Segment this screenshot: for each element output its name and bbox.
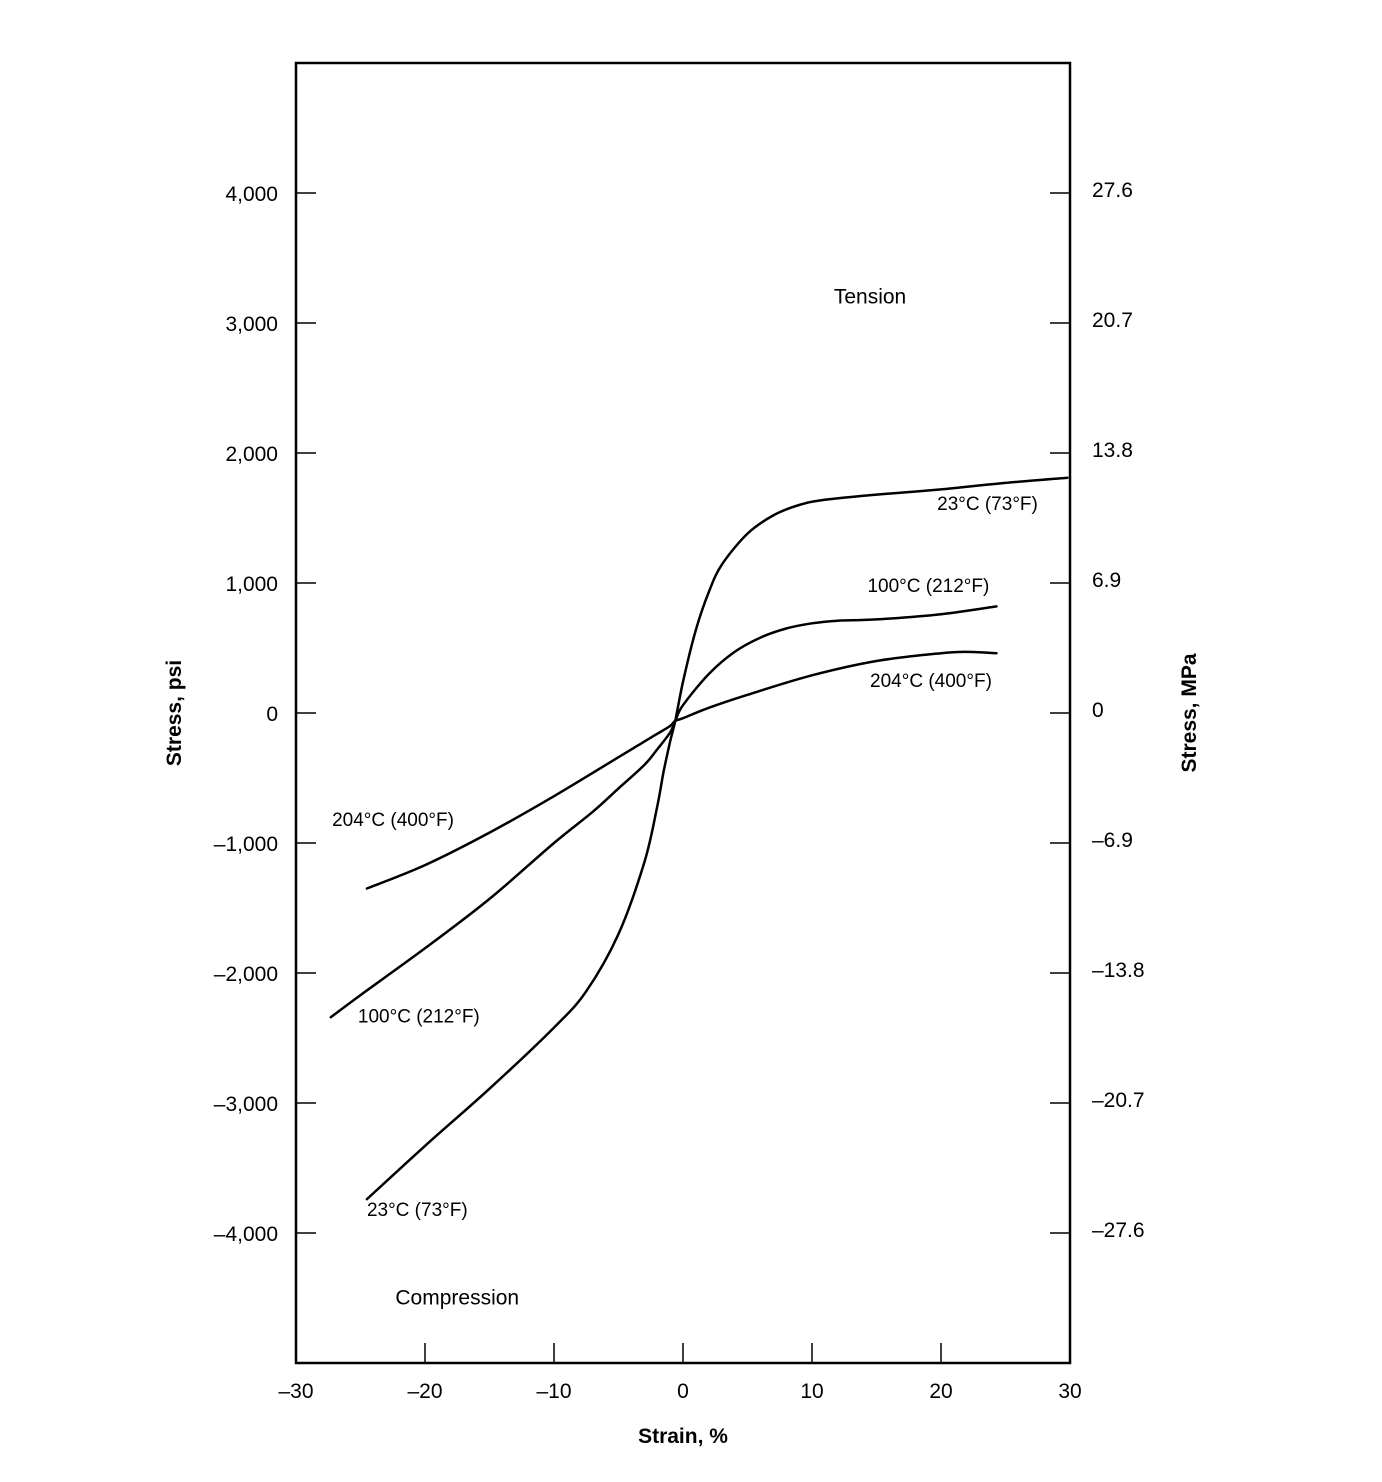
y-axis-title-right: Stress, MPa: [1178, 653, 1201, 772]
y-tick-label-right: 13.8: [1092, 439, 1133, 462]
series-label: 204°C (400°F): [870, 671, 992, 692]
series-label: 204°C (400°F): [332, 810, 454, 831]
y-tick-label-left: 3,000: [225, 313, 278, 336]
y-tick-label-right: 6.9: [1092, 569, 1121, 592]
y-tick-label-left: –4,000: [214, 1223, 278, 1246]
series-curves: [329, 476, 1069, 1201]
region-annotation: Compression: [395, 1287, 519, 1310]
annotations: Tension Compression: [395, 286, 906, 1310]
y-tick-label-right: 20.7: [1092, 309, 1133, 332]
y-tick-label-left: 0: [266, 703, 278, 726]
y-tick-label-left: 4,000: [225, 183, 278, 206]
x-tick-label: 0: [677, 1380, 689, 1403]
plot-frame: [294, 61, 1072, 1365]
series-label: 100°C (212°F): [867, 576, 989, 597]
x-axis-title: Strain, %: [638, 1425, 728, 1448]
region-annotation: Tension: [834, 286, 906, 309]
x-tick-label: 10: [800, 1380, 823, 1403]
y-tick-label-right: –20.7: [1092, 1089, 1145, 1112]
y-axis-title-left: Stress, psi: [163, 660, 186, 766]
series-label: 23°C (73°F): [937, 494, 1038, 515]
series-label: 100°C (212°F): [358, 1006, 480, 1027]
x-tick-label: –20: [407, 1380, 442, 1403]
x-tick-label: –10: [536, 1380, 571, 1403]
series-line-1: [365, 476, 1069, 1201]
y-tick-label-left: –3,000: [214, 1093, 278, 1116]
series-line-3: [365, 650, 998, 890]
axis-tick-labels: –30 –20 –10 0 10 20 30 4,000 3,000 2,000 1,000 0 –1,…: [214, 179, 1145, 1403]
y-tick-label-left: 2,000: [225, 443, 278, 466]
series-label: 23°C (73°F): [367, 1200, 468, 1221]
x-tick-label: 30: [1058, 1380, 1081, 1403]
y-tick-label-left: –2,000: [214, 963, 278, 986]
axis-ticks: [296, 192, 1070, 1363]
y-tick-label-left: 1,000: [225, 573, 278, 596]
x-tick-label: –30: [278, 1380, 313, 1403]
y-tick-label-right: 27.6: [1092, 179, 1133, 202]
y-tick-label-right: –13.8: [1092, 959, 1145, 982]
y-tick-label-left: –1,000: [214, 833, 278, 856]
y-tick-label-right: 0: [1092, 699, 1104, 722]
y-tick-label-right: –27.6: [1092, 1219, 1145, 1242]
series-labels: 23°C (73°F) 100°C (212°F) 204°C (400°F) 204…: [332, 494, 1038, 1221]
x-tick-label: 20: [929, 1380, 952, 1403]
y-tick-label-right: –6.9: [1092, 829, 1133, 852]
